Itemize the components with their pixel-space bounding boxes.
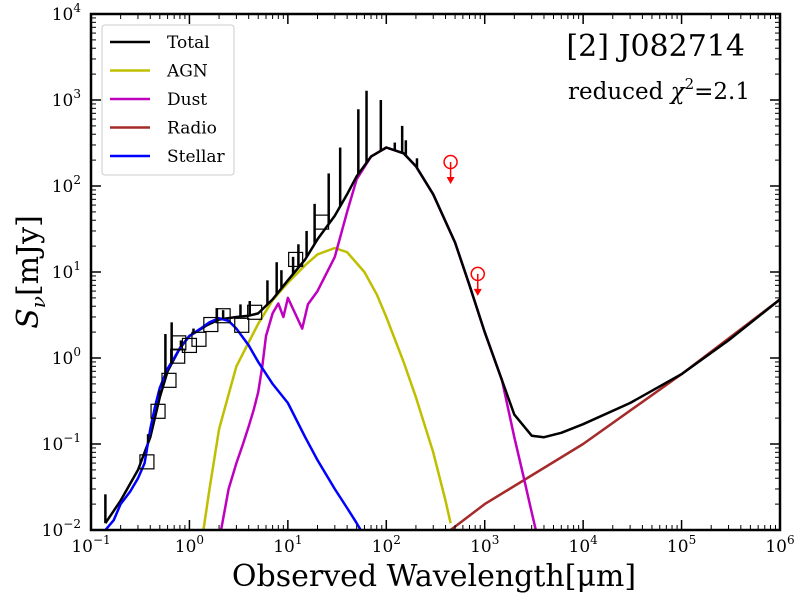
chart-title: [2] J082714 [566,29,745,64]
y-axis-label: Sν[mJy] [11,215,50,329]
x-tick-label: 103 [470,533,499,557]
photometry-point [203,316,219,333]
chart-subtitle: reduced χ2=2.1 [568,75,750,105]
photometry-point [170,348,186,364]
photometry-point [161,372,177,388]
series-dust-line [219,146,538,530]
photometry-point [181,337,198,354]
legend-item-total: Total [110,33,210,53]
x-tick-label: 10−1 [71,533,110,557]
legend-label: Total [167,33,210,53]
series-total-line [104,146,780,524]
legend-label: Radio [167,119,217,139]
upper-limit-marker [443,154,458,185]
y-tick-label: 10−2 [42,517,81,541]
x-tick-label: 101 [273,533,302,557]
photometry-point [288,251,304,268]
x-tick-label: 106 [765,533,794,557]
x-tick-label: 102 [372,533,401,557]
photometry-point [215,308,231,324]
legend: Total AGN Dust Radio Stellar [101,24,235,176]
photometry-point [234,317,250,333]
upper-limit-marker [470,266,486,296]
legend-label: AGN [166,62,208,82]
photometry-point [313,214,330,230]
data-markers [139,154,486,470]
legend-item-dust: Dust [110,90,207,110]
photometry-point [171,335,187,351]
photometry-point [247,304,263,320]
legend-label: Stellar [167,147,226,167]
photometry-point [150,403,166,419]
sed-curves [104,90,780,530]
y-tick-label: 104 [52,1,82,25]
series-stellar-line [104,316,362,530]
y-tick-label: 102 [52,173,81,197]
photometry-point [191,331,207,347]
y-tick-label: 100 [52,345,81,369]
x-tick-label: 105 [667,533,696,557]
photometry-point [139,454,155,470]
x-tick-label: 104 [569,533,599,557]
legend-item-agn: AGN [110,62,208,82]
x-tick-label: 100 [175,533,204,557]
tick-marks: 10−1 100 101 102 103 104 105 10610−210−11001011… [42,1,795,557]
legend-label: Dust [167,90,207,110]
series-radio-line [449,298,780,530]
y-tick-label: 101 [52,259,81,283]
legend-frame [101,24,235,176]
x-axis-label: Observed Wavelength[μm] [232,559,636,594]
y-tick-label: 10−1 [42,431,81,455]
series-agn-line [202,246,452,530]
legend-item-radio: Radio [110,119,217,139]
legend-item-stellar: Stellar [110,147,226,167]
y-tick-label: 103 [52,87,81,111]
